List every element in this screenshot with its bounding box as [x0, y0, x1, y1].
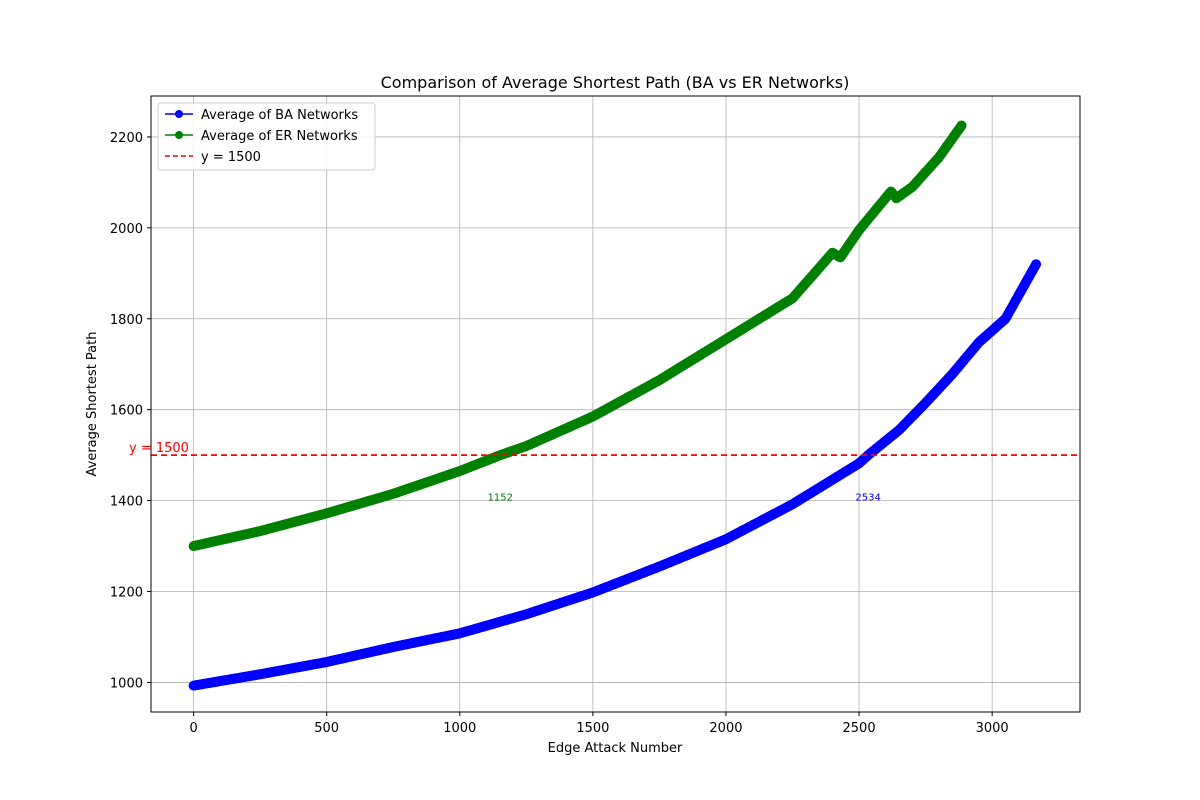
crossing-annotation: 2534 — [855, 493, 880, 504]
y-axis-ticks: 1000 1200 1400 1600 1800 2000 2200 — [110, 131, 151, 691]
y-tick-label: 2200 — [110, 131, 143, 146]
series-layer — [188, 120, 1042, 691]
legend-ba-label: Average of BA Networks — [201, 108, 358, 123]
series-er-group — [188, 120, 967, 552]
y-axis-label: Average Shortest Path — [85, 332, 100, 477]
reference-line-layer: y = 1500 — [129, 441, 1080, 456]
legend-ba-marker — [175, 110, 183, 118]
legend-er-label: Average of ER Networks — [201, 129, 358, 144]
annotation-layer: 1152 2534 — [488, 493, 881, 504]
series-er-point — [956, 120, 967, 131]
y-tick-label: 1200 — [110, 586, 143, 601]
x-tick-label: 3000 — [976, 721, 1009, 736]
legend-er-marker — [175, 131, 183, 139]
x-tick-label: 1500 — [576, 721, 609, 736]
legend: Average of BA Networks Average of ER Net… — [157, 102, 376, 171]
reference-line-label: y = 1500 — [129, 441, 189, 456]
y-tick-label: 1600 — [110, 404, 143, 419]
y-tick-label: 2000 — [110, 222, 143, 237]
x-axis-label: Edge Attack Number — [548, 741, 683, 756]
plot-frame — [150, 95, 1081, 713]
legend-refline-label: y = 1500 — [201, 150, 261, 165]
chart-title: Comparison of Average Shortest Path (BA … — [381, 73, 850, 92]
y-tick-label: 1000 — [110, 676, 143, 691]
x-tick-label: 2500 — [843, 721, 876, 736]
crossing-annotation: 1152 — [488, 493, 513, 504]
x-tick-label: 2000 — [709, 721, 742, 736]
x-tick-label: 0 — [189, 721, 197, 736]
x-tick-label: 1000 — [443, 721, 476, 736]
x-axis-ticks: 0 500 1000 1500 2000 2500 3000 — [189, 712, 1009, 736]
legend-box — [157, 102, 376, 171]
y-tick-label: 1800 — [110, 313, 143, 328]
y-tick-label: 1400 — [110, 495, 143, 510]
series-ba-group — [188, 259, 1042, 691]
x-tick-label: 500 — [314, 721, 339, 736]
series-ba-point — [1031, 259, 1042, 270]
